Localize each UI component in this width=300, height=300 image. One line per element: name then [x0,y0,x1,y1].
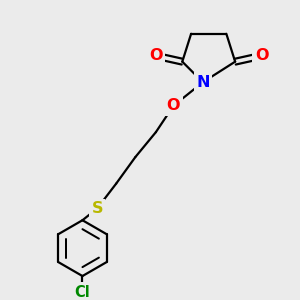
Text: O: O [255,48,268,63]
Text: S: S [92,201,103,216]
Text: O: O [149,48,163,63]
Text: Cl: Cl [75,285,90,300]
Text: O: O [167,98,180,113]
Text: N: N [196,75,210,90]
